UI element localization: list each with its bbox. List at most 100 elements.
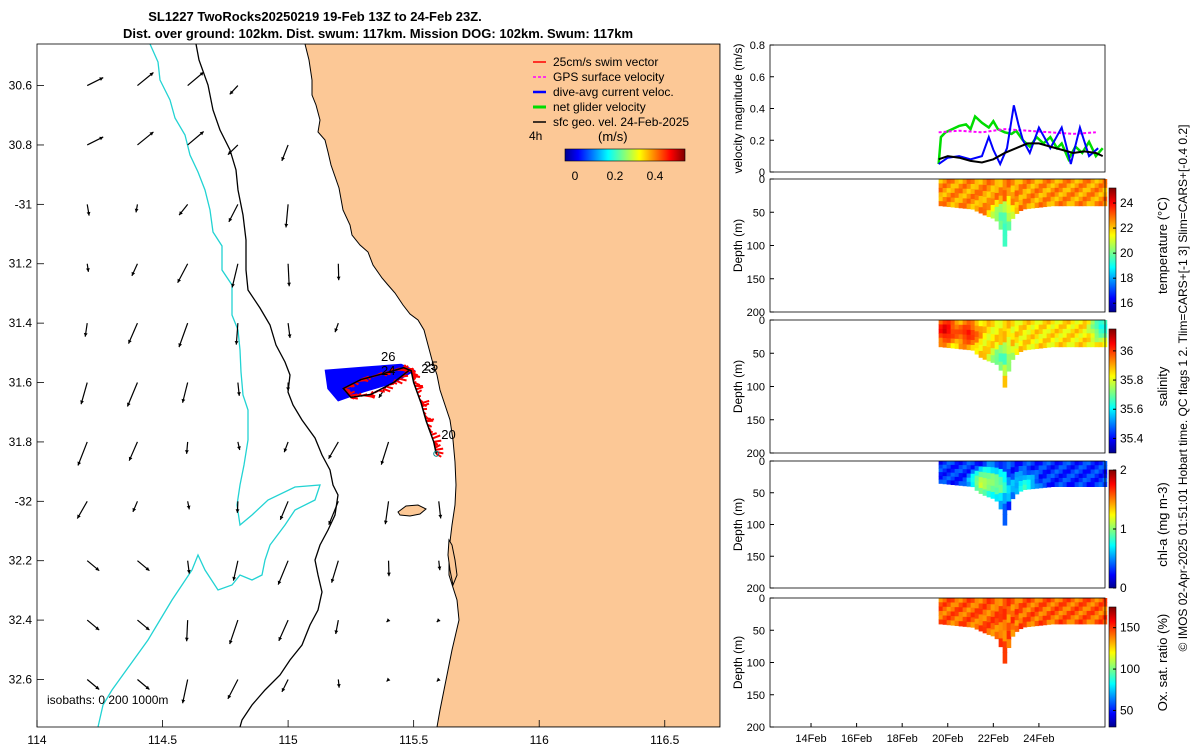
heatmap-cell	[1098, 469, 1104, 475]
heatmap-cell	[946, 480, 952, 485]
heatmap-cell	[974, 336, 980, 344]
heatmap-cell	[1094, 482, 1100, 487]
heatmap-cell	[1054, 615, 1060, 621]
heatmap-cell	[982, 346, 988, 354]
heatmap-cell	[970, 345, 976, 351]
heatmap-cell	[950, 329, 956, 335]
heatmap-cell	[1086, 473, 1092, 479]
heatmap-cell	[1018, 613, 1024, 619]
heatmap-cell	[946, 472, 952, 477]
heatmap-cell	[994, 625, 1000, 633]
heatmap-cell	[1086, 598, 1092, 603]
heatmap-cell	[1038, 611, 1044, 617]
heatmap-cell	[1046, 188, 1052, 194]
heatmap-cell	[966, 469, 972, 475]
heatmap-cell	[974, 618, 980, 625]
heatmap-cell	[954, 324, 960, 331]
colorbar-units-label: (m/s)	[598, 129, 628, 144]
heatmap-cell	[938, 333, 944, 339]
heatmap-cell	[1062, 342, 1068, 348]
heatmap-cell	[982, 598, 988, 605]
colorbar-tick-label: 22	[1120, 221, 1134, 235]
heatmap-cell	[1030, 611, 1036, 618]
heatmap-cell	[946, 179, 952, 185]
heatmap-cell	[1022, 479, 1028, 486]
geo-velocity-arrowhead	[134, 208, 139, 213]
heatmap-cell	[954, 197, 960, 204]
heatmap-cell	[1098, 602, 1104, 608]
heatmap-cell	[982, 184, 988, 192]
heatmap-cell	[942, 476, 948, 481]
heatmap-cell	[1098, 610, 1104, 616]
heatmap-cell	[974, 475, 980, 482]
heatmap-cell	[966, 188, 972, 195]
heatmap-cell	[1046, 179, 1052, 185]
heatmap-cell	[978, 619, 984, 626]
heatmap-cell	[938, 615, 944, 621]
heatmap-cell	[970, 473, 976, 479]
heatmap-cell	[938, 196, 944, 202]
heatmap-cell	[942, 472, 948, 477]
heatmap-cell	[1006, 469, 1012, 478]
heatmap-cell	[1002, 619, 1008, 632]
geo-velocity-arrowhead	[149, 131, 154, 136]
heatmap-cell	[1094, 179, 1100, 185]
track-day-label: 26	[381, 349, 395, 364]
heatmap-cell	[1090, 320, 1096, 326]
heatmap-cell	[982, 621, 988, 628]
heatmap-cell	[1042, 461, 1048, 466]
heatmap-cell	[1086, 465, 1092, 471]
heatmap-cell	[954, 468, 960, 474]
island	[397, 504, 427, 517]
heatmap-cell	[1022, 465, 1028, 472]
heatmap-cell	[942, 606, 948, 612]
heatmap-cell	[978, 332, 984, 340]
heatmap-cell	[986, 210, 992, 218]
heatmap-cell	[1062, 461, 1068, 466]
heatmap-cell	[1086, 610, 1092, 616]
heatmap-cell	[1094, 187, 1100, 193]
heatmap-cell	[1082, 469, 1088, 475]
panel-oxygen-saturation: 0 50 100 150 200 Depth (m) 50 100 150 Ox. sat. ra…	[731, 593, 1170, 745]
heatmap-cell	[1070, 337, 1076, 343]
heatmap-cell	[994, 185, 1000, 194]
heatmap-cell	[1054, 619, 1060, 625]
heatmap-cell	[1002, 514, 1008, 526]
heatmap-cell	[982, 615, 988, 622]
heatmap-cell	[1078, 183, 1084, 189]
swim-vector	[432, 434, 441, 440]
land-mass	[304, 44, 720, 727]
heatmap-cell	[986, 320, 992, 328]
heatmap-cell	[1046, 482, 1052, 488]
y-tick-label: 50	[753, 625, 765, 637]
heatmap-cell	[986, 191, 992, 199]
heatmap-cell	[998, 630, 1004, 640]
heatmap-cell	[998, 179, 1004, 188]
heatmap-cell	[1026, 198, 1032, 204]
heatmap-cell	[1006, 320, 1012, 330]
colorbar-tick-label: 100	[1120, 662, 1140, 676]
heatmap-cell	[1018, 480, 1024, 487]
geo-velocity-arrowhead	[237, 446, 241, 450]
heatmap-cell	[1014, 603, 1020, 610]
heatmap-cell	[1094, 342, 1100, 348]
heatmap-cell	[1098, 333, 1104, 339]
heatmap-cell	[1066, 465, 1072, 471]
heatmap-cell	[1062, 196, 1068, 202]
heatmap-cell	[998, 328, 1004, 338]
heatmap-cell	[1038, 324, 1044, 330]
heatmap-cell	[1078, 482, 1084, 487]
heatmap-cell	[1050, 196, 1056, 202]
heatmap-cell	[994, 618, 1000, 626]
geo-velocity-arrowhead	[436, 618, 441, 623]
heatmap-cell	[1082, 342, 1088, 348]
heatmap-cell	[1074, 610, 1080, 616]
swim-vector	[434, 444, 441, 449]
heatmap-cell	[954, 598, 960, 604]
heatmap-cell	[958, 598, 964, 604]
heatmap-cell	[1026, 602, 1032, 609]
heatmap-cell	[1070, 201, 1076, 207]
heatmap-cell	[1046, 329, 1052, 335]
heatmap-cell	[990, 491, 996, 499]
heatmap-cell	[962, 481, 968, 487]
